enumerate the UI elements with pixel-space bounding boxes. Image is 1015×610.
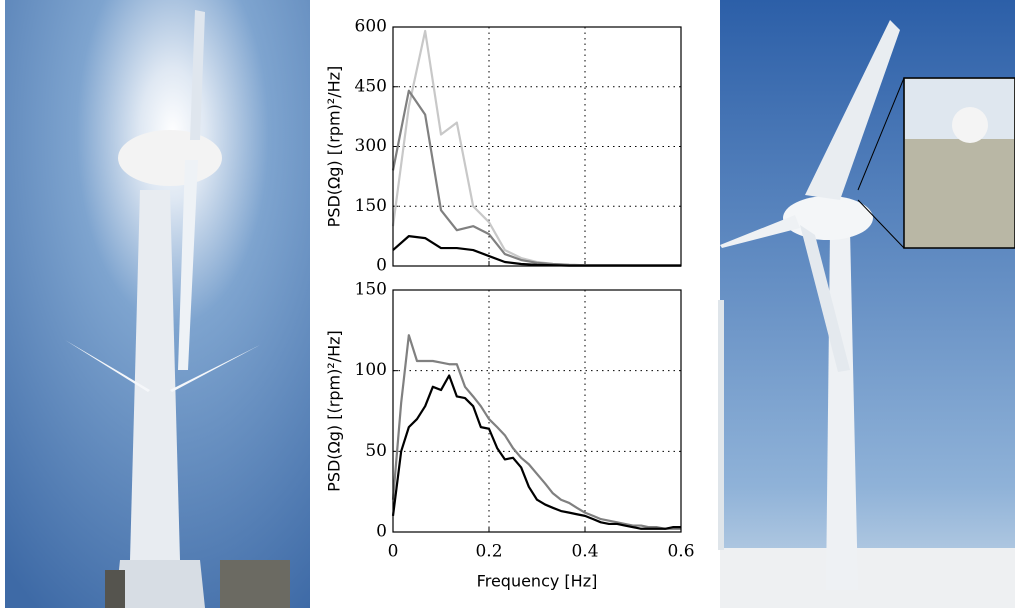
y-axis-label: PSD(Ωg) [(rpm)²/Hz] xyxy=(325,330,344,492)
y-tick-label: 150 xyxy=(355,196,387,216)
x-tick-label: 0.4 xyxy=(571,542,598,562)
y-tick-label: 600 xyxy=(355,17,387,37)
x-tick-label: 0.6 xyxy=(667,542,694,562)
left-photo xyxy=(5,0,310,608)
x-tick-label: 0.2 xyxy=(475,542,502,562)
data-line xyxy=(391,374,681,530)
plot-frame xyxy=(392,289,682,533)
y-tick-label: 0 xyxy=(376,522,387,542)
x-axis-label: Frequency [Hz] xyxy=(477,572,598,591)
right-photo xyxy=(718,0,1015,608)
y-tick-label: 50 xyxy=(365,441,387,461)
plot-area xyxy=(393,290,681,532)
y-axis-label: PSD(Ωg) [(rpm)²/Hz] xyxy=(325,66,344,228)
x-tick-label: 0 xyxy=(388,542,399,562)
y-tick-label: 150 xyxy=(355,280,387,300)
plot-frame xyxy=(392,26,682,267)
y-tick-label: 450 xyxy=(355,76,387,96)
y-tick-label: 300 xyxy=(355,136,387,156)
data-line xyxy=(391,334,681,530)
y-tick-label: 100 xyxy=(355,360,387,380)
y-tick-label: 0 xyxy=(376,256,387,276)
